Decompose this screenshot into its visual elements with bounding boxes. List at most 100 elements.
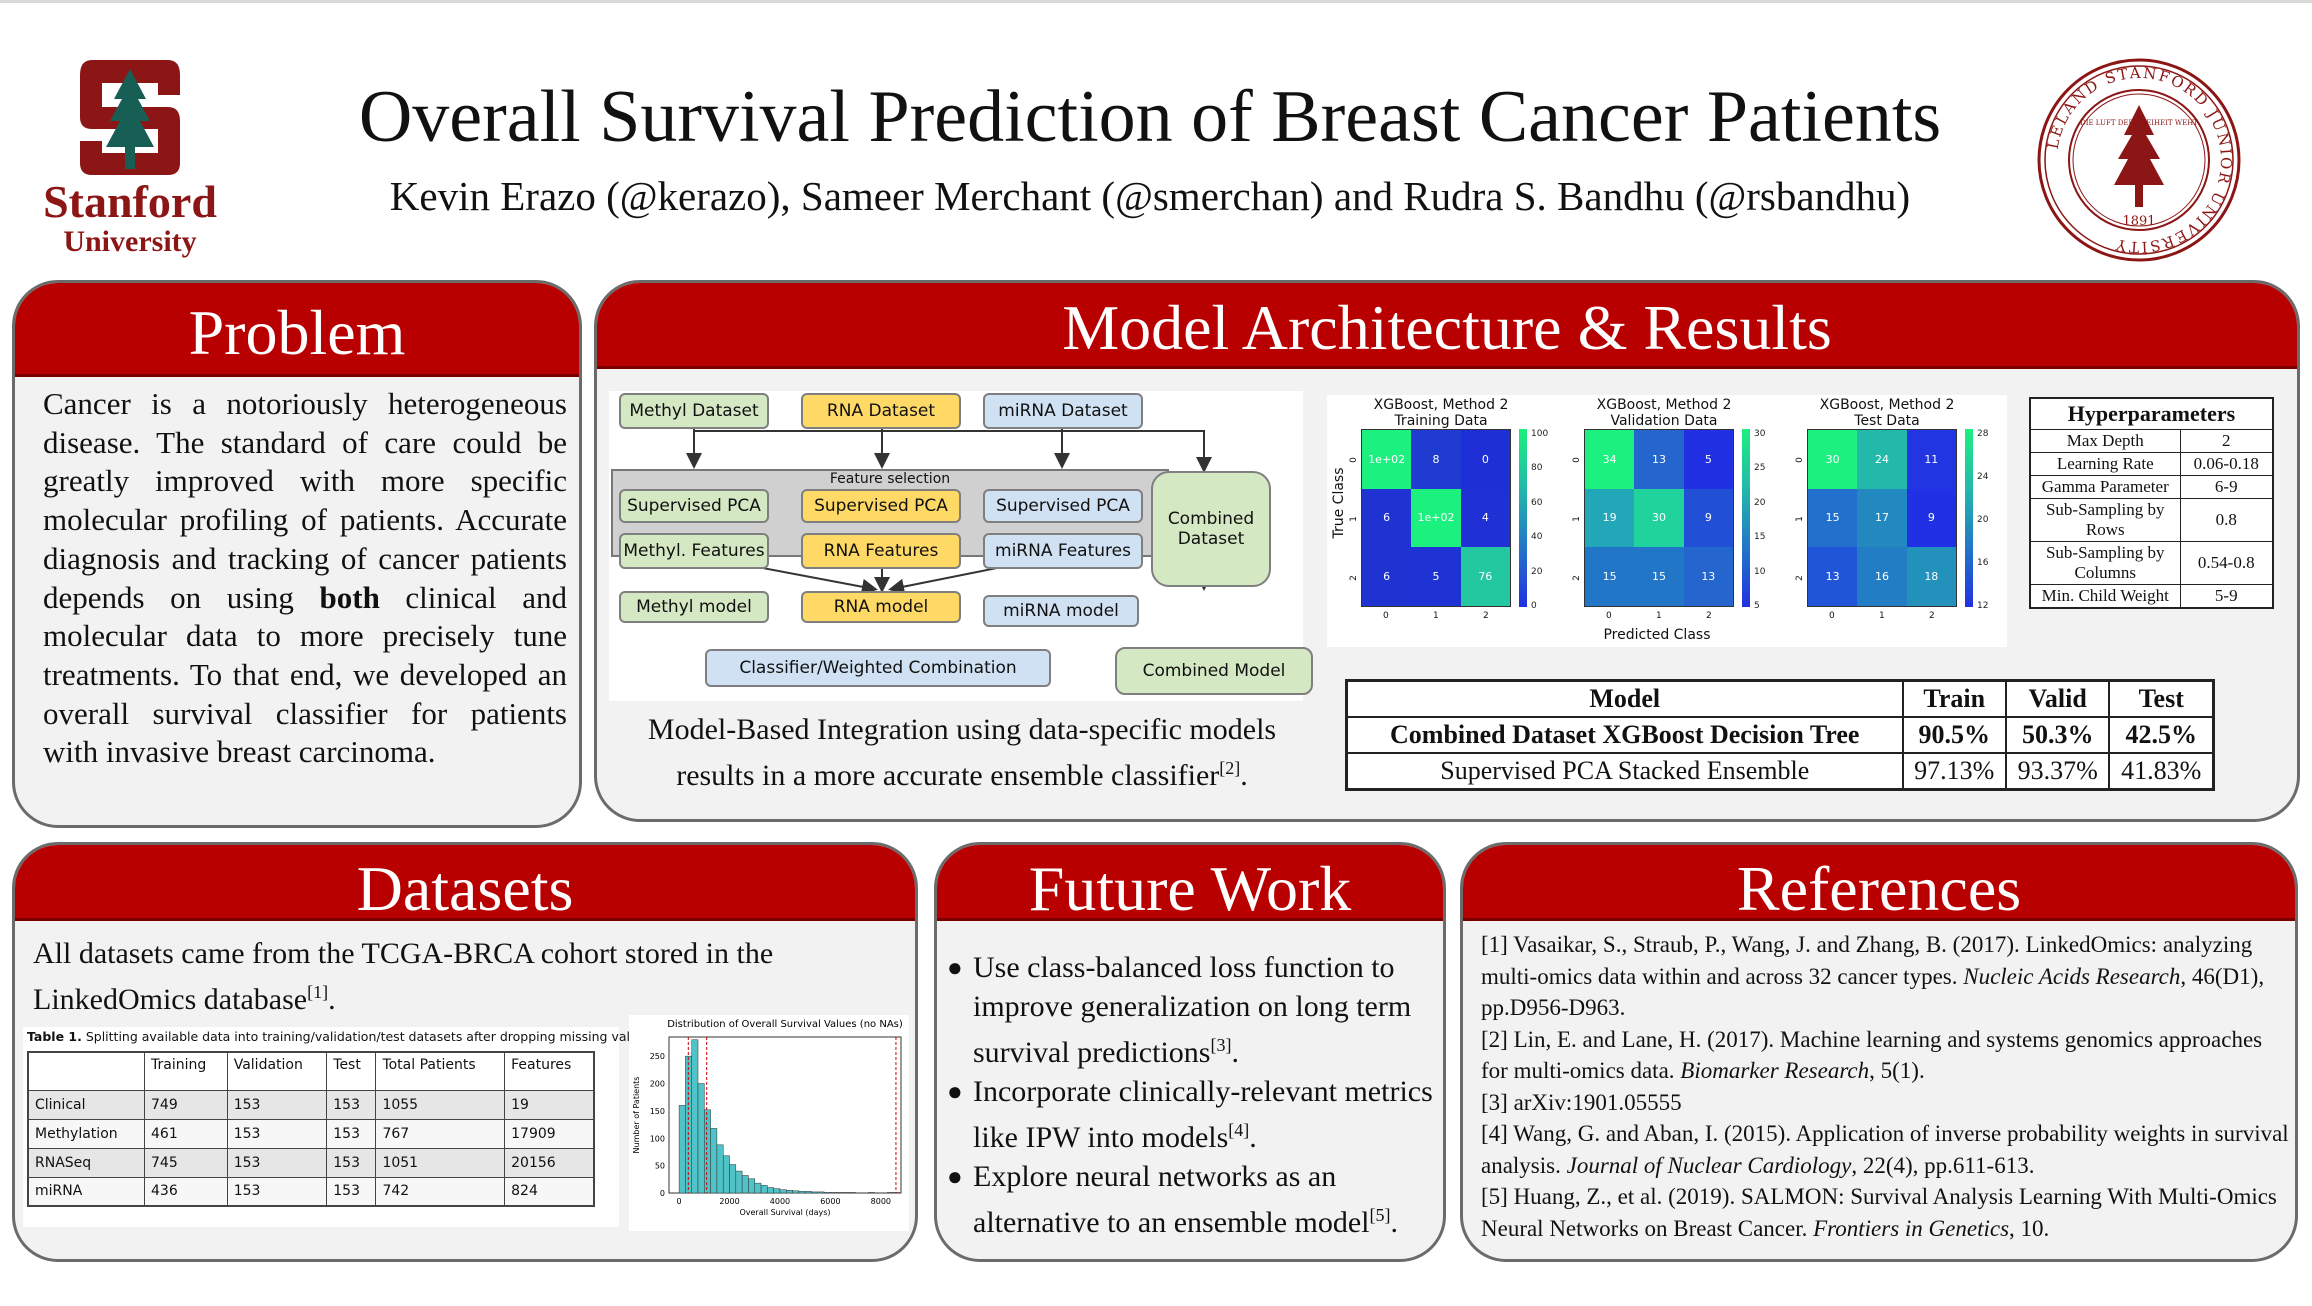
confusion-cell: 6 <box>1362 488 1412 548</box>
histogram-y-tick: 100 <box>650 1134 665 1143</box>
confusion-x-tick: 1 <box>1879 611 1885 621</box>
university-seal-icon: LELAND STANFORD JUNIOR UNIVERSITY DIE LU… <box>2037 58 2241 262</box>
future-work-item: Incorporate clinically-relevant metrics … <box>947 1073 1437 1158</box>
histogram-bar <box>704 1109 711 1194</box>
histogram-bar <box>722 1155 730 1194</box>
future-work-text: Use class-balanced loss function to impr… <box>973 951 1412 1069</box>
rna-features-box: RNA Features <box>801 533 961 569</box>
hyperparameter-value: 0.54-0.8 <box>2179 541 2274 585</box>
confusion-x-tick: 2 <box>1929 611 1935 621</box>
rna-sup-pca-box: Supervised PCA <box>801 489 961 523</box>
datasets-heading: Datasets <box>15 845 915 924</box>
methyl-features-box: Methyl. Features <box>619 533 769 569</box>
future-work-end: . <box>1390 1206 1399 1239</box>
model-caption: Model-Based Integration using data-speci… <box>607 711 1317 795</box>
confusion-cell: 0 <box>1460 430 1510 489</box>
confusion-cell: 34 <box>1585 430 1635 489</box>
confusion-cell: 17 <box>1857 488 1907 548</box>
poster-authors: Kevin Erazo (@kerazo), Sameer Merchant (… <box>389 173 1911 219</box>
mirna-features-box: miRNA Features <box>983 533 1143 569</box>
reference-journal: Nucleic Acids Research <box>1963 963 2181 989</box>
problem-text-bold: both <box>319 579 380 615</box>
top-border <box>0 0 2312 3</box>
hyperparameter-row: Sub-Sampling by Rows 0.8 <box>2029 498 2274 542</box>
histogram-bar <box>786 1190 793 1194</box>
confusion-y-tick: 1 <box>1794 516 1805 522</box>
problem-text-start: Cancer is a notoriously heterogeneous di… <box>43 386 567 615</box>
true-class-label: True Class <box>1331 467 1347 539</box>
results-model-name: Supervised PCA Stacked Ensemble <box>1345 752 1904 791</box>
problem-text-end: clinical and molecular data to more prec… <box>43 579 567 770</box>
datasets-table-cell: 153 <box>326 1118 377 1149</box>
results-header-train: Train <box>1901 679 2007 718</box>
datasets-table-cell: 436 <box>144 1176 228 1207</box>
colorbar-tick: 20 <box>1531 566 1543 577</box>
datasets-table-cell: miRNA <box>27 1176 146 1207</box>
results-valid: 50.3% <box>2004 716 2111 754</box>
reference-details: , 5(1). <box>1869 1058 1925 1083</box>
seal-motto: DIE LUFT DER FREIHEIT WEHT <box>2080 119 2198 127</box>
confusion-y-tick: 0 <box>1571 457 1582 463</box>
confusion-cell: 11 <box>1906 430 1956 489</box>
datasets-table-cell: 1055 <box>375 1089 506 1120</box>
histogram-x-label: Overall Survival (days) <box>739 1208 830 1217</box>
results-header-test: Test <box>2108 679 2215 718</box>
reference-journal: Journal of Nuclear Cardiology <box>1566 1152 1852 1178</box>
reference-journal: Frontiers in Genetics <box>1813 1215 2010 1241</box>
confusion-cell: 18 <box>1906 547 1956 606</box>
histogram-y-label: Number of Patients <box>632 1077 641 1154</box>
confusion-cell: 5 <box>1683 430 1733 489</box>
feature-selection-label: Feature selection <box>829 471 951 487</box>
datasets-table-row: RNASeq 745 153 153 1051 20156 <box>27 1147 595 1178</box>
model-heading: Model Architecture & Results <box>597 283 2297 369</box>
histogram-bar <box>849 1192 856 1194</box>
histogram-bar <box>792 1190 800 1194</box>
datasets-table-cell: 153 <box>226 1147 328 1178</box>
confusion-cell: 13 <box>1683 547 1733 606</box>
datasets-text-ref: [1] <box>307 982 329 1002</box>
datasets-table-cell: 742 <box>375 1176 506 1207</box>
table-caption-text: Splitting available data into training/v… <box>81 1029 657 1044</box>
confusion-cell: 30 <box>1634 488 1684 548</box>
datasets-table-cell: 1051 <box>375 1147 506 1178</box>
problem-heading: Problem <box>15 283 579 377</box>
histogram-svg: Distribution of Overall Survival Values … <box>632 1019 903 1217</box>
results-header-valid: Valid <box>2004 679 2111 718</box>
histogram-y-tick: 200 <box>650 1080 665 1089</box>
confusion-cell: 1e+02 <box>1362 430 1412 489</box>
hyperparameter-row: Max Depth 2 <box>2029 429 2274 453</box>
colorbar-tick: 20 <box>1977 515 1989 525</box>
confusion-y-tick: 0 <box>1794 457 1805 463</box>
datasets-table-cell: RNASeq <box>27 1147 146 1178</box>
stanford-seal: LELAND STANFORD JUNIOR UNIVERSITY DIE LU… <box>2034 55 2244 265</box>
results-row-combined: Combined Dataset XGBoost Decision Tree 9… <box>1345 716 2215 754</box>
future-work-ref: [3] <box>1210 1035 1232 1055</box>
histogram-bar <box>836 1192 844 1194</box>
hyperparameter-name: Sub-Sampling by Rows <box>2029 498 2181 542</box>
reference-text: [2] Lin, E. and Lane, H. (2017). Machine… <box>1481 1026 2263 1084</box>
confusion-cell: 6 <box>1362 547 1412 606</box>
datasets-table-header: Total Patients <box>375 1051 506 1091</box>
confusion-title-line1: XGBoost, Method 2 <box>1819 397 1955 413</box>
mirna-sup-pca-box: Supervised PCA <box>983 489 1143 523</box>
hyperparameter-value: 0.8 <box>2179 498 2274 542</box>
colorbar-tick: 40 <box>1531 532 1543 543</box>
confusion-cell: 5 <box>1411 547 1461 606</box>
future-work-list: Use class-balanced loss function to impr… <box>947 949 1437 1243</box>
histogram-bar <box>893 1192 900 1194</box>
confusion-title-line1: XGBoost, Method 2 <box>1596 397 1732 413</box>
model-caption-ref: [2] <box>1219 758 1241 778</box>
confusion-y-tick: 2 <box>1571 575 1582 581</box>
logo-stanford-word: Stanford <box>43 176 217 227</box>
datasets-text-end: . <box>328 983 336 1016</box>
reference-details: , 10. <box>2009 1215 2050 1241</box>
colorbar-tick: 24 <box>1977 472 1989 482</box>
confusion-colorbar <box>1519 429 1527 607</box>
future-work-heading: Future Work <box>937 845 1443 924</box>
histogram-bar <box>798 1191 806 1194</box>
reference-item: [1] Vasaikar, S., Straub, P., Wang, J. a… <box>1481 929 2293 1024</box>
datasets-table-cell: 153 <box>226 1118 328 1149</box>
datasets-table-header: Validation <box>226 1051 328 1091</box>
confusion-cell: 9 <box>1683 488 1733 548</box>
confusion-matrices: True Class Predicted Class XGBoost, Meth… <box>1327 395 2007 647</box>
